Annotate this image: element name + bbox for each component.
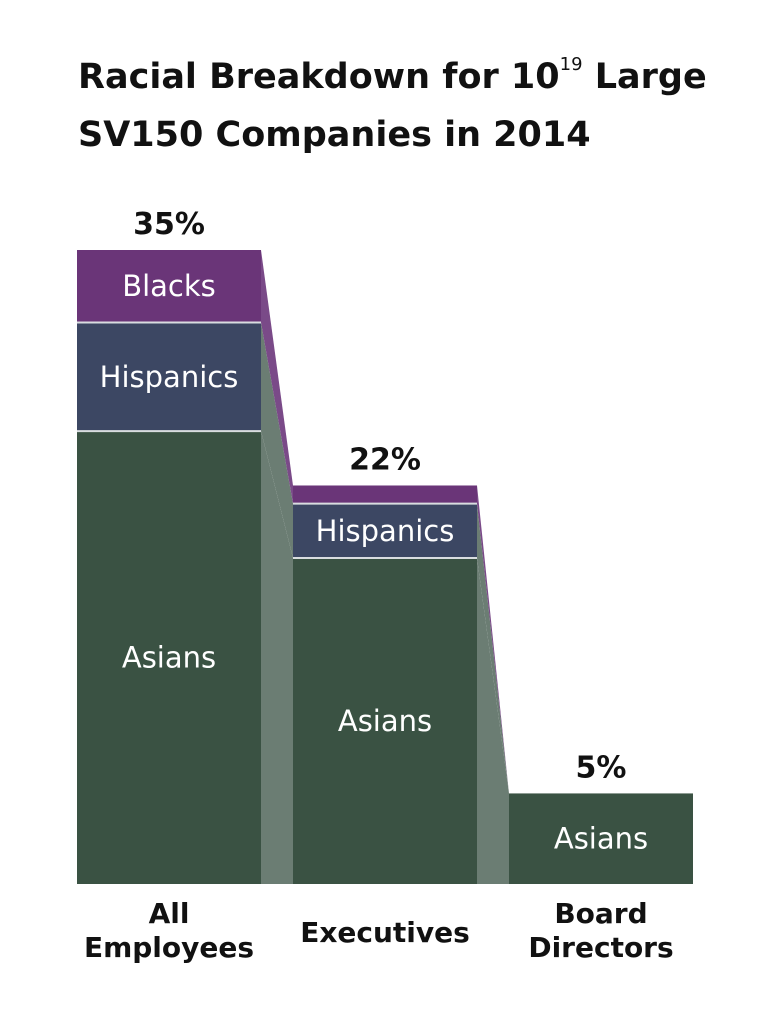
chart-title: Racial Breakdown for 1019 Large SV150 Co… [78, 48, 738, 164]
title-superscript: 19 [559, 54, 583, 75]
connector-asians-1 [477, 557, 509, 884]
bar-segment-blacks [77, 250, 261, 323]
segment-label-blacks: Blacks [122, 269, 216, 303]
bar-segment-hispanics [293, 503, 477, 558]
total-label: 22% [349, 442, 421, 477]
bar-segment-asians [293, 557, 477, 884]
segment-label-hispanics: Hispanics [316, 514, 455, 548]
connector-hispanics-0 [261, 322, 293, 558]
bar-segment-hispanics [77, 322, 261, 432]
chart-title-line2: SV150 Companies in 2014 [78, 115, 591, 155]
category-label: Directors [528, 931, 673, 964]
title-suffix: Large [582, 57, 707, 97]
total-label: 35% [133, 207, 205, 242]
segment-label-hispanics: Hispanics [100, 360, 239, 394]
bar-segment-asians [77, 431, 261, 884]
category-label: Board [554, 897, 647, 930]
segment-label-asians: Asians [554, 822, 648, 856]
total-label: 5% [576, 750, 627, 785]
bar-segment-asians [509, 793, 693, 884]
chart-title-line1: Racial Breakdown for 1019 Large [78, 48, 738, 106]
category-label: All [149, 897, 190, 930]
category-label: Employees [84, 931, 254, 964]
segment-label-asians: Asians [122, 641, 216, 675]
connector-blacks-0 [261, 250, 293, 504]
bar-segment-blacks [293, 485, 477, 504]
title-prefix: Racial Breakdown for 10 [78, 57, 560, 97]
connector-blacks-1 [477, 485, 509, 794]
category-label: Executives [300, 916, 470, 949]
segment-label-asians: Asians [338, 704, 432, 738]
connector-asians-0 [261, 431, 293, 884]
